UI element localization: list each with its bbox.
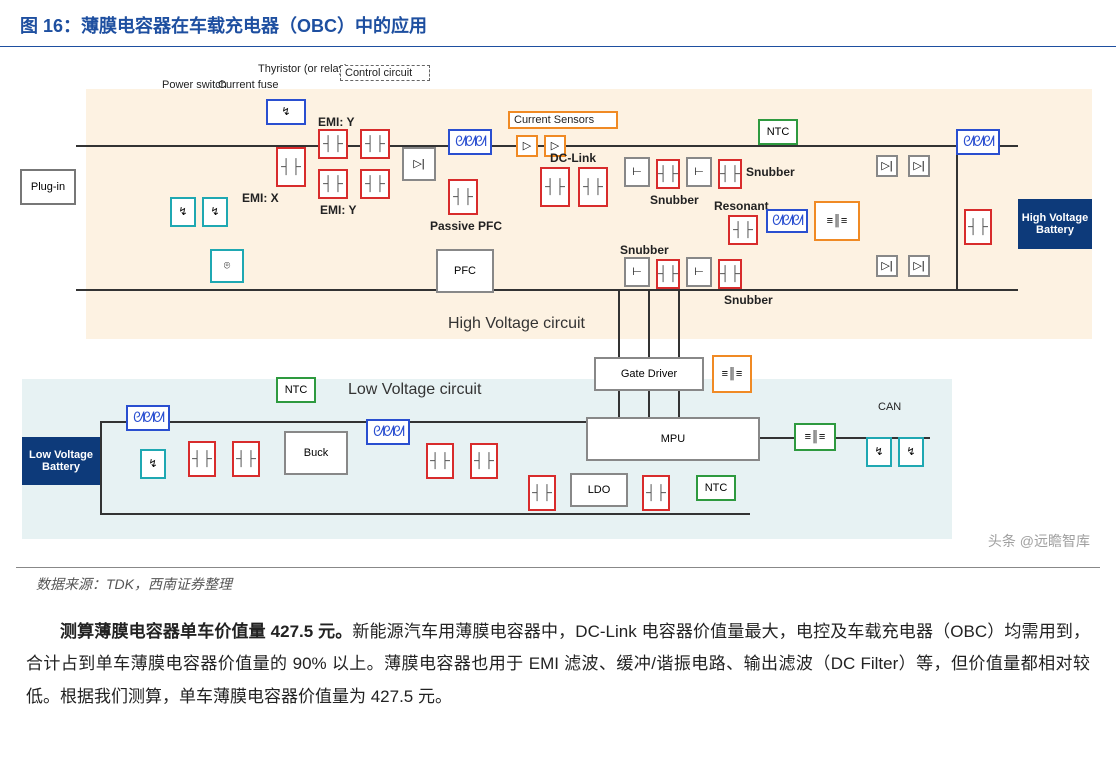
node-gd_xfmr: ≡║≡: [712, 355, 752, 393]
node-lv_cap2: [232, 441, 260, 477]
node-dclink: [540, 167, 570, 207]
watermark: 头条 @远瞻智库: [988, 531, 1090, 551]
tag-dclink: DC-Link: [550, 151, 596, 165]
node-snub2: [718, 159, 742, 189]
diagram-label-cs_lbl: Current Sensors: [508, 111, 618, 129]
node-can_choke: ≡║≡: [794, 423, 836, 451]
node-lv_cap6: [642, 475, 670, 511]
node-gate_drv: Gate Driver: [594, 357, 704, 391]
node-lv_cap4: [470, 443, 498, 479]
node-can_s1: ↯: [866, 437, 892, 467]
node-surge2: ↯: [202, 197, 228, 227]
node-diode3: ▷|: [876, 255, 898, 277]
lv-section-label: Low Voltage circuit: [348, 381, 481, 399]
node-lv_ind2: [366, 419, 410, 445]
node-ntc_lv2: NTC: [696, 475, 736, 501]
tag-passive_pfc: Passive PFC: [430, 219, 502, 233]
circuit-diagram: High Voltage circuit Low Voltage circuit…: [18, 59, 1098, 559]
node-emi_x: [276, 147, 306, 187]
node-lv_surge: ↯: [140, 449, 166, 479]
node-emi_cap4: [360, 169, 390, 199]
tag-snub4: Snubber: [724, 293, 773, 307]
node-ind1: [448, 129, 492, 155]
node-emi_cap3: [360, 129, 390, 159]
node-ldo: LDO: [570, 473, 628, 507]
tag-emi_y1: EMI: Y: [318, 115, 354, 129]
tag-snub3: Snubber: [620, 243, 669, 257]
node-diode4: ▷|: [908, 255, 930, 277]
node-mos3: ⊢: [624, 257, 650, 287]
figure-source-caption: 数据来源：TDK，西南证券整理: [16, 567, 1100, 598]
node-plugin: Plug-in: [20, 169, 76, 205]
node-lv_cap3: [426, 443, 454, 479]
tag-resonant: Resonant: [714, 199, 769, 213]
node-ntc_lv: NTC: [276, 377, 316, 403]
node-emi_y2: [318, 169, 348, 199]
node-can_s2: ↯: [898, 437, 924, 467]
node-res_ind: [766, 209, 808, 233]
tag-snub2: Snubber: [746, 165, 795, 179]
diagram-label-ctrl_lbl: Control circuit: [340, 65, 430, 81]
node-buck: Buck: [284, 431, 348, 475]
hv-section-label: High Voltage circuit: [448, 315, 585, 333]
node-dclink2: [578, 167, 608, 207]
figure-title: 图 16：薄膜电容器在车载充电器（OBC）中的应用: [0, 0, 1116, 47]
node-lv_batt: Low Voltage Battery: [22, 437, 100, 485]
node-resonant: [728, 215, 758, 245]
node-lv_cap1: [188, 441, 216, 477]
diagram-label-can_lbl: CAN: [878, 401, 918, 413]
node-diode2: ▷|: [908, 155, 930, 177]
node-lv_ind1: [126, 405, 170, 431]
diagram-label-thyristor_lbl: Thyristor (or relay): [258, 63, 328, 75]
node-rectifier: ▷|: [402, 147, 436, 181]
node-out_cap: [964, 209, 992, 245]
node-snub1: [656, 159, 680, 189]
node-surge1: ↯: [170, 197, 196, 227]
diagram-label-fuse_lbl: Current fuse: [218, 79, 264, 91]
node-mpu: MPU: [586, 417, 760, 461]
node-passive_pfc: [448, 179, 478, 215]
node-ntc_hv: NTC: [758, 119, 798, 145]
node-mos1: ⊢: [624, 157, 650, 187]
node-mos4: ⊢: [686, 257, 712, 287]
node-emi_y1: [318, 129, 348, 159]
node-mos2: ⊢: [686, 157, 712, 187]
node-ind_hv_out: [956, 129, 1000, 155]
node-pfc: PFC: [436, 249, 494, 293]
node-hv_batt: High Voltage Battery: [1018, 199, 1092, 249]
node-diode1: ▷|: [876, 155, 898, 177]
node-surge3: ⌾: [210, 249, 244, 283]
tag-emi_y2: EMI: Y: [320, 203, 356, 217]
node-xfmr: ≡║≡: [814, 201, 860, 241]
diagram-label-pwr_switch_lbl: Power switch: [162, 79, 212, 91]
analysis-paragraph: 测算薄膜电容器单车价值量 427.5 元。新能源汽车用薄膜电容器中，DC-Lin…: [0, 598, 1116, 723]
para-bold-lead: 测算薄膜电容器单车价值量 427.5 元。: [60, 622, 352, 641]
tag-snub1: Snubber: [650, 193, 699, 207]
node-snub3: [656, 259, 680, 289]
node-snub4: [718, 259, 742, 289]
node-lv_cap5: [528, 475, 556, 511]
tag-emi_x: EMI: X: [242, 191, 279, 205]
node-thyristor: ↯: [266, 99, 306, 125]
node-cs1: ▷: [516, 135, 538, 157]
